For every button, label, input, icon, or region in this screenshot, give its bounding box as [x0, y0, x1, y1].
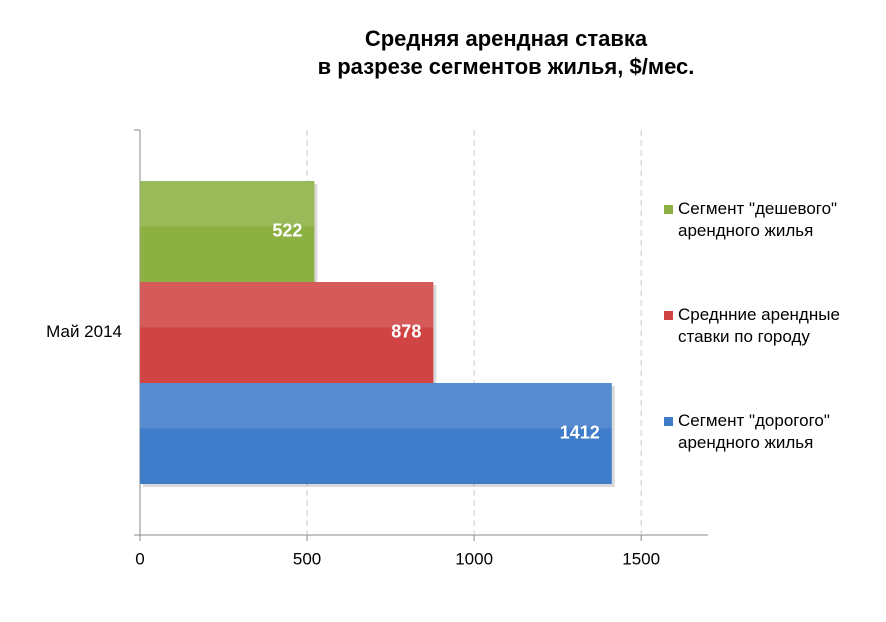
x-tick-label: 1500 — [622, 549, 660, 568]
legend-label: Сегмент "дорогого" арендного жилья — [678, 411, 830, 452]
legend-label: Среднние арендные ставки по городу — [678, 305, 840, 346]
data-label: 878 — [391, 321, 421, 341]
legend-label: Сегмент "дешевого" арендного жилья — [678, 199, 838, 240]
legend-entry: Сегмент "дешевого" арендного жилья — [662, 198, 862, 304]
legend-marker — [664, 205, 673, 214]
bar — [140, 383, 612, 484]
legend-marker — [664, 417, 673, 426]
bar — [140, 181, 315, 282]
x-tick-label: 0 — [135, 549, 144, 568]
data-label: 1412 — [560, 422, 600, 442]
legend-marker — [664, 311, 673, 320]
x-tick-label: 500 — [293, 549, 321, 568]
legend-entry: Сегмент "дорогого" арендного жилья — [662, 410, 862, 516]
legend-entry: Среднние арендные ставки по городу — [662, 304, 862, 410]
chart-title: Средняя арендная ставка — [365, 26, 648, 51]
chart-subtitle: в разрезе сегментов жилья, $/мес. — [318, 54, 695, 79]
bar — [140, 282, 434, 383]
bar-shine — [140, 282, 434, 328]
bar-shine — [140, 383, 612, 429]
y-tick-label: Май 2014 — [46, 322, 122, 341]
legend: Сегмент "дешевого" арендного жилья Среднн… — [662, 198, 862, 516]
bar-shine — [140, 181, 315, 227]
x-tick-label: 1000 — [455, 549, 493, 568]
data-label: 522 — [272, 220, 302, 240]
